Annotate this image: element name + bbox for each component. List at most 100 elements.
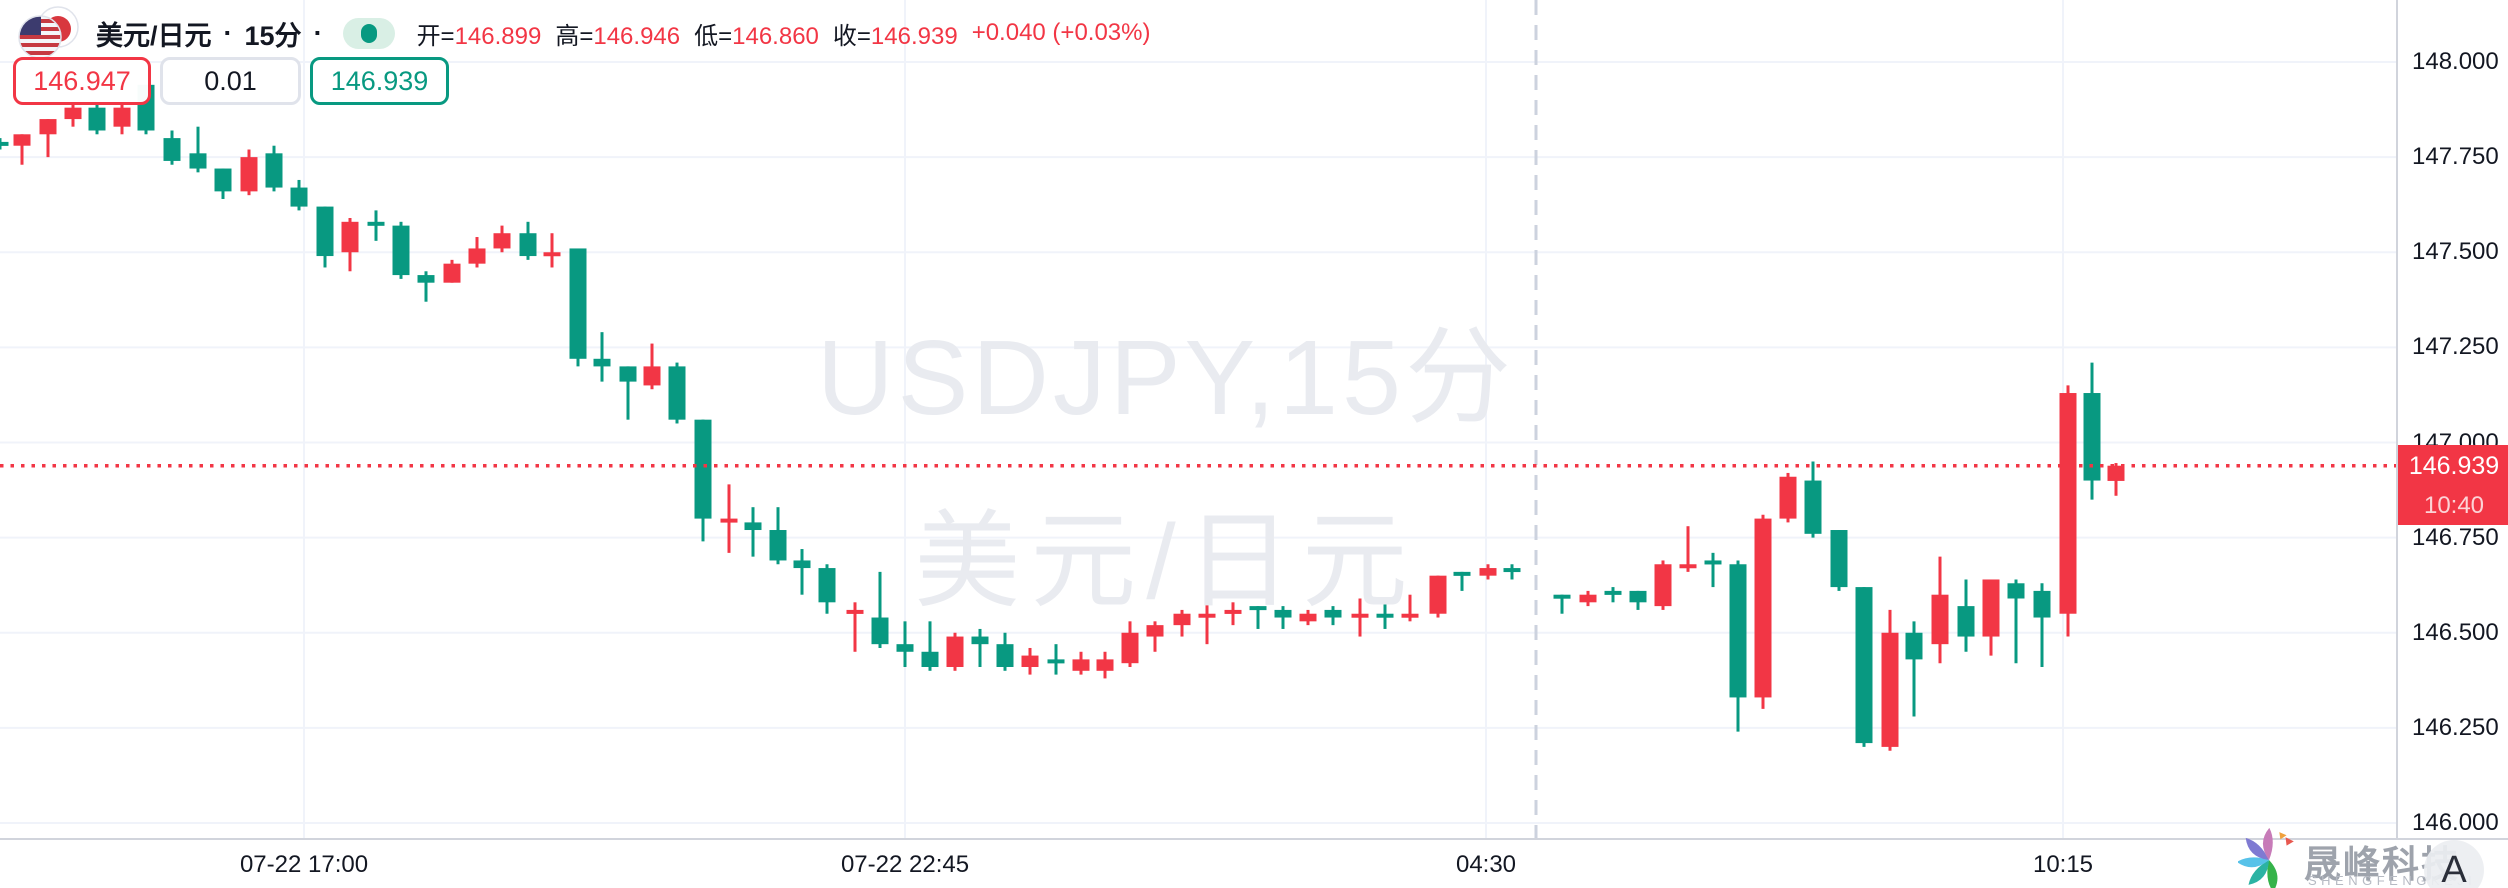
candle-body (1096, 659, 1114, 671)
market-status-indicator[interactable] (342, 17, 395, 49)
pair-title[interactable]: 美元/日元 (96, 20, 212, 51)
candle-body (163, 138, 181, 161)
candle-body (1855, 587, 1873, 744)
candle-body (214, 168, 232, 192)
candle-body (643, 366, 661, 386)
candle-body (1479, 568, 1497, 576)
watermark-symbol: USDJPY,15分 (817, 319, 1515, 437)
candle-body (2083, 393, 2101, 481)
candle-body (543, 252, 561, 257)
chart-canvas[interactable]: USDJPY,15分 美元/日元 (0, 0, 2396, 838)
buy-button[interactable]: 146.939 (310, 57, 449, 105)
open-label: 开= (416, 22, 455, 50)
candle-body (1579, 594, 1597, 603)
candle-body (846, 609, 864, 614)
candle-body (1224, 609, 1242, 614)
candle-body (39, 119, 57, 135)
title-separator: · (223, 17, 233, 48)
candle-body (1629, 590, 1647, 603)
candle-body (443, 263, 461, 283)
candle-body (1553, 594, 1571, 599)
quote-panel: 146.947 0.01 146.939 (13, 57, 449, 105)
watermark-name: 美元/日元 (914, 503, 1418, 621)
candle-body (1779, 476, 1797, 519)
candle-body (2059, 393, 2077, 614)
candle-body (569, 248, 587, 359)
price-axis[interactable]: 146.000 146.250 146.500 146.750 147.000 147.2… (2396, 0, 2508, 838)
brand-logo: 晟峰科技 SHENGFENGKEJI A (2238, 828, 2508, 888)
candle-body (1401, 613, 1419, 618)
candle-body (1351, 613, 1369, 618)
candle-body (1881, 632, 1899, 747)
candle-body (720, 518, 738, 523)
candle-body (1704, 560, 1722, 565)
price-axis-label: 146.500 (2412, 618, 2499, 646)
change-value: +0.040 (+0.03%) (971, 19, 1151, 46)
rainbow-swirl-icon (2238, 828, 2294, 888)
price-axis-label: 148.000 (2412, 48, 2499, 75)
last-price-value: 146.939 (2408, 451, 2500, 480)
candle-body (1021, 655, 1039, 667)
candle-body (2007, 583, 2025, 599)
candle-body (694, 419, 712, 519)
candle-body (392, 225, 410, 276)
price-axis-label: 146.250 (2412, 713, 2499, 741)
candle-body (13, 134, 31, 146)
candle-body (1503, 568, 1521, 573)
price-axis-label: 147.500 (2412, 238, 2499, 266)
candle-body (946, 636, 964, 667)
candle-body (1121, 632, 1139, 664)
price-axis-label: 147.750 (2412, 143, 2499, 171)
high-value: 146.946 (593, 22, 681, 50)
low-label: 低= (694, 22, 733, 50)
candle-body (619, 366, 637, 382)
candle-body (189, 153, 207, 169)
time-axis-label: 04:30 (1455, 851, 1517, 878)
candle-body (1729, 564, 1747, 698)
candle-body (1754, 518, 1772, 698)
candle-body (1324, 609, 1342, 618)
candle-body (769, 530, 787, 561)
title-separator-2: · (313, 17, 323, 48)
candle-body (1249, 606, 1267, 611)
open-value: 146.899 (454, 22, 542, 50)
spread-value: 0.01 (160, 57, 301, 105)
candle-body (367, 221, 385, 226)
candle-body (341, 221, 359, 253)
candle-body (1804, 480, 1822, 534)
chart-header: 美元/日元 · 15分 · 开=146.899 高=146.946 低=146.… (10, 6, 1150, 60)
close-value: 146.939 (870, 22, 958, 50)
candle-body (668, 366, 686, 420)
candle-body (1146, 625, 1164, 637)
time-axis-label: 07-22 22:45 (840, 851, 970, 878)
interval-label[interactable]: 15分 (244, 20, 302, 51)
candle-body (818, 568, 836, 603)
high-label: 高= (555, 22, 594, 50)
price-axis-label: 147.250 (2412, 333, 2499, 361)
candle-body (744, 522, 762, 531)
sell-button[interactable]: 146.947 (13, 57, 151, 105)
candle-body (240, 157, 258, 192)
candle-body (1047, 659, 1065, 664)
ohlc-readout: 开=146.899 高=146.946 低=146.860 收=146.939 … (417, 16, 1151, 51)
time-axis-label: 07-22 17:00 (239, 851, 369, 878)
usdjpy-pair-icon (18, 6, 79, 59)
a-badge: A (2424, 840, 2484, 888)
last-price-tag: 146.939 10:40 (2398, 444, 2508, 525)
candle-body (2033, 590, 2051, 618)
time-axis[interactable]: 07-22 17:00 07-22 22:45 04:30 10:15 (0, 838, 2508, 888)
price-axis-label: 146.000 (2412, 809, 2499, 836)
candle-body (290, 187, 308, 207)
candle-body (64, 107, 82, 120)
candle-body (265, 153, 283, 188)
candle-body (971, 636, 989, 645)
candle-body (1274, 609, 1292, 618)
candle-body (417, 275, 435, 283)
close-label: 收= (832, 22, 871, 50)
candle-body (468, 248, 486, 264)
price-axis-label: 146.750 (2412, 523, 2499, 551)
candle-body (1072, 659, 1090, 671)
candle-body (113, 107, 131, 127)
candle-body (1830, 530, 1848, 588)
